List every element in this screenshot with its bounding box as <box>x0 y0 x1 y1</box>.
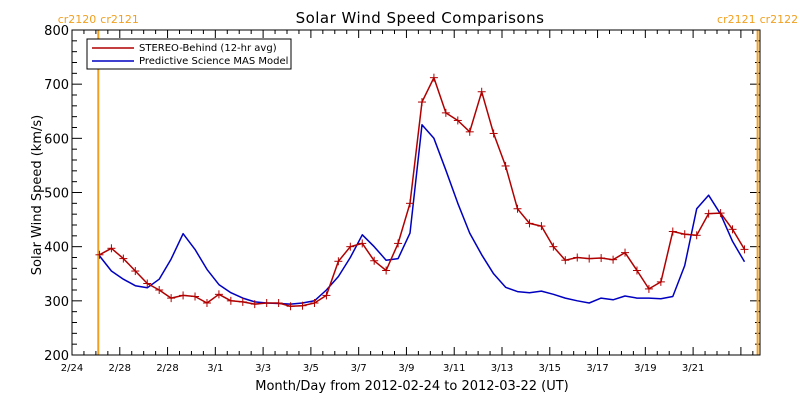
stereo-data-point <box>179 291 188 300</box>
stereo-data-point <box>465 127 474 136</box>
stereo-data-point <box>346 242 355 251</box>
y-axis-label: Solar Wind Speed (km/s) <box>30 115 45 275</box>
legend-box <box>86 38 292 70</box>
series-line-stereo <box>99 76 746 308</box>
stereo-data-point <box>226 296 235 305</box>
x-tick-label: 2/28 <box>109 363 131 374</box>
stereo-data-point <box>561 256 570 265</box>
stereo-data-point <box>453 116 462 125</box>
stereo-data-point <box>143 279 152 288</box>
plot-frame <box>71 29 761 356</box>
stereo-data-point <box>155 286 164 294</box>
stereo-data-point <box>549 242 558 251</box>
stereo-data-point <box>573 253 582 262</box>
legend-label-model: Predictive Science MAS Model <box>139 56 288 67</box>
series-line-model <box>98 124 746 305</box>
stereo-data-point <box>238 297 247 306</box>
stereo-data-point <box>525 219 534 228</box>
stereo-data-point <box>95 250 104 259</box>
carrington-label-after: cr2121 <box>100 13 139 26</box>
x-tick-label: 3/21 <box>682 363 704 374</box>
carrington-label-before: cr2120 <box>58 13 97 26</box>
stereo-data-point <box>417 98 426 107</box>
x-tick-label: 3/19 <box>634 363 656 374</box>
stereo-data-point <box>704 209 713 218</box>
stereo-data-point <box>191 292 200 301</box>
stereo-data-point <box>214 290 223 299</box>
series-layer <box>95 73 749 311</box>
y-tick-label: 300 <box>44 295 69 310</box>
y-tick-label: 700 <box>44 78 69 93</box>
stereo-data-point <box>656 277 665 286</box>
chart-title: Solar Wind Speed Comparisons <box>296 9 545 27</box>
stereo-data-point <box>429 73 438 82</box>
stereo-data-point <box>298 301 307 310</box>
stereo-data-point <box>250 300 259 309</box>
x-tick-label: 2/28 <box>156 363 178 374</box>
stereo-data-point <box>358 239 367 248</box>
legend-label-stereo: STEREO-Behind (12-hr avg) <box>139 43 277 54</box>
x-tick-label: 3/5 <box>303 363 319 374</box>
stereo-data-point <box>609 255 618 264</box>
stereo-data-point <box>644 284 653 293</box>
y-tick-label: 500 <box>44 187 69 202</box>
stereo-data-point <box>274 299 283 307</box>
legend: STEREO-Behind (12-hr avg) Predictive Sci… <box>86 38 292 70</box>
stereo-data-point <box>131 267 140 276</box>
carrington-markers <box>97 30 759 355</box>
stereo-data-point <box>621 248 630 257</box>
x-tick-label: 3/17 <box>586 363 608 374</box>
stereo-data-point <box>716 209 725 218</box>
stereo-data-point <box>668 227 677 236</box>
stereo-data-point <box>167 294 176 303</box>
x-axis-label: Month/Day from 2012-02-24 to 2012-03-22 … <box>255 379 568 394</box>
carrington-label-before: cr2121 <box>717 13 756 26</box>
stereo-data-point <box>513 204 522 213</box>
stereo-data-point <box>597 254 606 263</box>
stereo-data-point <box>728 225 737 234</box>
y-tick-label: 400 <box>44 241 69 256</box>
stereo-data-point <box>382 266 391 275</box>
stereo-data-point <box>310 299 319 307</box>
stereo-data-point <box>394 239 403 248</box>
y-tick-label: 800 <box>44 24 69 39</box>
stereo-data-point <box>262 299 271 307</box>
stereo-data-point <box>202 299 211 307</box>
x-tick-label: 2/24 <box>61 363 83 374</box>
stereo-data-point <box>692 231 701 240</box>
stereo-data-point <box>740 245 749 254</box>
stereo-data-point <box>406 199 415 208</box>
stereo-data-point <box>107 244 116 253</box>
x-axis-ticks: 2/24 2/28 2/28 3/1 3/3 3/5 3/7 3/9 3/11 3/13 3/15 3… <box>61 30 754 374</box>
stereo-data-point <box>632 266 641 275</box>
stereo-data-point <box>322 291 331 300</box>
carrington-label-after: cr2122 <box>760 13 799 26</box>
y-tick-label: 200 <box>44 349 69 364</box>
stereo-data-point <box>334 257 343 266</box>
stereo-data-point <box>441 108 450 117</box>
y-axis-ticks: 200 300 400 500 600 700 800 <box>44 24 760 364</box>
stereo-data-point <box>370 256 379 265</box>
x-tick-label: 3/15 <box>539 363 561 374</box>
stereo-data-point <box>680 230 689 239</box>
stereo-data-point <box>119 254 128 263</box>
x-tick-label: 3/13 <box>491 363 513 374</box>
y-tick-label: 600 <box>44 132 69 147</box>
x-tick-label: 3/3 <box>255 363 271 374</box>
x-tick-label: 3/7 <box>351 363 367 374</box>
stereo-data-point <box>286 302 295 311</box>
x-tick-label: 3/1 <box>207 363 223 374</box>
stereo-data-point <box>585 254 594 263</box>
stereo-data-point <box>489 129 498 138</box>
stereo-data-point <box>501 161 510 170</box>
stereo-data-point <box>537 222 546 231</box>
x-tick-label: 3/9 <box>398 363 414 374</box>
stereo-data-point <box>477 87 486 96</box>
x-tick-label: 3/11 <box>443 363 465 374</box>
carrington-rotation-labels: cr2120 cr2121 cr2121 cr2122 <box>58 13 798 26</box>
